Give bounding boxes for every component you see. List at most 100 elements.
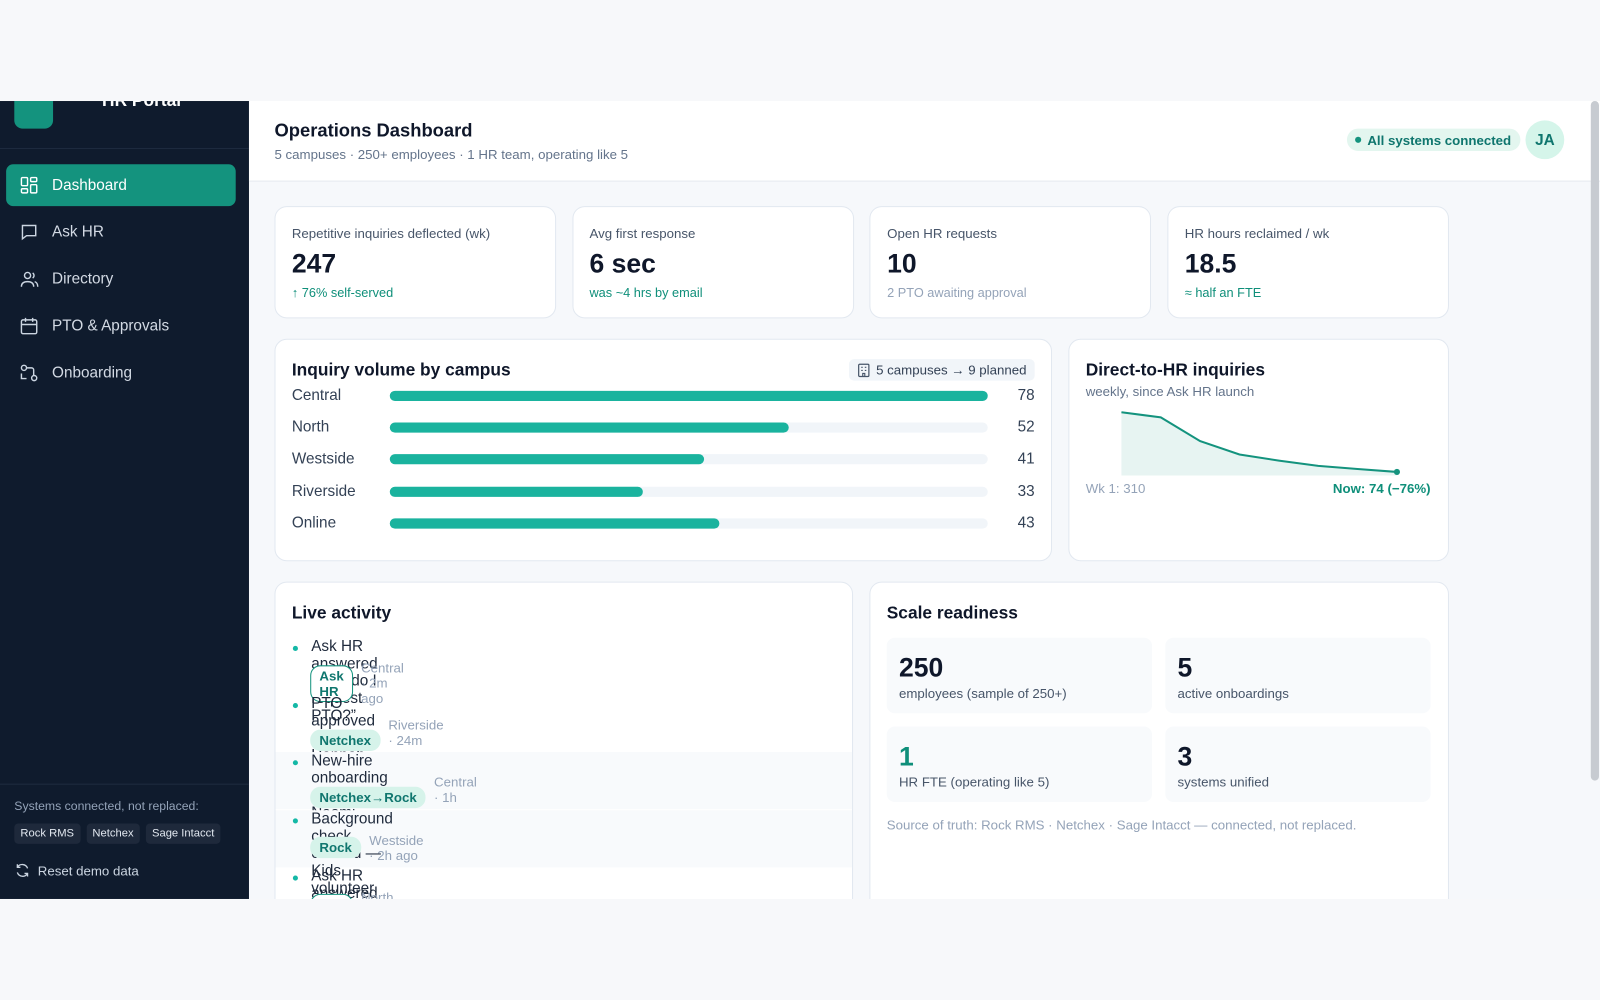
activity-item[interactable]: PTO approved — Hannah ReyesNetchexRivers… bbox=[276, 695, 853, 782]
bar-label: Central bbox=[291, 386, 342, 405]
nav-item[interactable]: Directory bbox=[6, 258, 236, 300]
footnote: Source of truth: Rock RMS · Netchex · Sa… bbox=[886, 817, 1357, 833]
nav-icon bbox=[20, 364, 38, 382]
systems-list: Rock RMS Netchex Sage Intacct bbox=[14, 823, 226, 844]
bar-label: Online bbox=[291, 514, 337, 532]
activity-meta-row: Ask HR Central · 2m ago bbox=[310, 660, 404, 706]
badge: 5 campuses → 9 planned bbox=[848, 359, 1035, 381]
status-text: All systems connected bbox=[1367, 132, 1512, 148]
nav-icon bbox=[20, 176, 38, 194]
bar-value: 52 bbox=[1017, 418, 1035, 436]
kpi-value: 18.5 bbox=[1184, 247, 1237, 279]
bar-label: Riverside bbox=[291, 482, 356, 500]
nav-label: PTO & Approvals bbox=[52, 317, 170, 335]
card-subtitle: weekly, since Ask HR launch bbox=[1085, 383, 1255, 399]
card-title: Live activity bbox=[291, 603, 392, 623]
nav-item[interactable]: Onboarding bbox=[6, 352, 236, 394]
stat-value: 3 bbox=[1177, 740, 1193, 772]
bar-value: 33 bbox=[1017, 482, 1035, 500]
bar-track bbox=[389, 518, 988, 529]
bar-track bbox=[389, 454, 988, 465]
nav-item[interactable]: Dashboard bbox=[6, 164, 236, 207]
card-title: Direct-to-HR inquiries bbox=[1085, 360, 1265, 380]
nav-icon bbox=[20, 317, 38, 335]
scrollbar[interactable] bbox=[1590, 101, 1599, 781]
kpi-card: Avg first response 6 sec was ~4 hrs by ema… bbox=[572, 206, 854, 319]
bar-value: 41 bbox=[1017, 450, 1035, 468]
brand: HR Portal bbox=[102, 101, 181, 111]
kpi-label: HR hours reclaimed / wk bbox=[1184, 225, 1330, 241]
system-chip: Rock RMS bbox=[14, 823, 81, 844]
stat-tile: 3 systems unified bbox=[1165, 726, 1431, 803]
activity-meta: Central · 2m ago bbox=[361, 660, 404, 707]
stat-tile: 1 HR FTE (operating like 5) bbox=[886, 726, 1153, 803]
kpi-card: Repetitive inquiries deflected (wk) 247 ↑ … bbox=[274, 206, 557, 319]
activity-dot bbox=[292, 760, 298, 766]
avatar[interactable]: JA bbox=[1525, 120, 1565, 160]
nav-label: Onboarding bbox=[52, 364, 133, 382]
logo bbox=[14, 101, 54, 129]
reset-icon bbox=[16, 863, 29, 877]
stat-tile: 250 employees (sample of 250+) bbox=[886, 637, 1153, 714]
kpi-note: was ~4 hrs by email bbox=[589, 285, 703, 300]
page-subtitle: 5 campuses · 250+ employees · 1 HR team,… bbox=[274, 146, 629, 163]
stat-label: active onboardings bbox=[1177, 685, 1289, 702]
activity-item[interactable]: Ask HR answered “When is payday?”Ask HRN… bbox=[276, 867, 853, 899]
systems-label: Systems connected, not replaced: bbox=[14, 798, 199, 814]
activity-item[interactable]: Background check cleared — Kids voluntee… bbox=[275, 809, 853, 897]
status-pill: All systems connected bbox=[1346, 128, 1521, 152]
activity-meta: North · 3h ago bbox=[361, 889, 394, 899]
divider bbox=[0, 147, 249, 149]
activity-item[interactable]: New-hire onboarding started — Naomi Wals… bbox=[275, 752, 853, 839]
sidebar: HR Portal Dashboard Ask HR Directory PTO & … bbox=[0, 101, 249, 899]
bar bbox=[389, 454, 705, 465]
kpi-card: HR hours reclaimed / wk 18.5 ≈ half an FTE bbox=[1167, 206, 1450, 319]
nav-label: Ask HR bbox=[52, 223, 104, 241]
bar bbox=[389, 422, 789, 433]
kpi-note: ↑ 76% self-served bbox=[291, 285, 394, 300]
stat-value: 250 bbox=[898, 652, 944, 683]
kpi-label: Open HR requests bbox=[887, 225, 997, 241]
source-tag: Netchex→Rock bbox=[310, 787, 426, 809]
kpi-label: Repetitive inquiries deflected (wk) bbox=[291, 225, 491, 241]
kpi-value: 10 bbox=[887, 247, 917, 279]
trend-area bbox=[1121, 412, 1397, 476]
kpi-note: 2 PTO awaiting approval bbox=[887, 285, 1027, 300]
nav-label: Dashboard bbox=[52, 176, 127, 194]
system-chip: Sage Intacct bbox=[145, 823, 221, 844]
nav-icon bbox=[21, 224, 37, 241]
trend-card: Direct-to-HR inquiries weekly, since Ask… bbox=[1068, 338, 1449, 562]
activity-dot bbox=[292, 703, 298, 709]
source-tag: Rock bbox=[310, 836, 362, 859]
campus-card: Inquiry volume by campus 5 campuses → 9 … bbox=[274, 338, 1053, 562]
reset-label: Reset demo data bbox=[37, 862, 139, 879]
system-chip: Netchex bbox=[86, 823, 140, 844]
bar-track bbox=[389, 422, 988, 433]
activity-dot bbox=[292, 817, 298, 824]
app-window: HR Portal Dashboard Ask HR Directory PTO & … bbox=[0, 101, 1600, 899]
activity-meta: Westside · 2h ago bbox=[369, 832, 424, 863]
activity-card: Live activity Ask HR answered “How do I … bbox=[274, 581, 854, 899]
badge-text: 5 campuses → 9 planned bbox=[876, 362, 1027, 378]
activity-meta-row: Rock Westside · 2h ago bbox=[310, 832, 423, 863]
card-title: Scale readiness bbox=[886, 603, 1018, 623]
stat-tile: 5 active onboardings bbox=[1165, 637, 1431, 714]
reset-button[interactable]: Reset demo data bbox=[14, 862, 139, 878]
end-label: Now: 74 (−76%) bbox=[1332, 480, 1431, 496]
nav-label: Directory bbox=[52, 270, 114, 288]
divider bbox=[0, 783, 249, 785]
activity-item[interactable]: Ask HR answered “How do I request PTO?”A… bbox=[276, 638, 853, 724]
nav-item[interactable]: Ask HR bbox=[6, 211, 236, 253]
page-title: Operations Dashboard bbox=[274, 120, 473, 141]
bar-label: North bbox=[291, 418, 330, 436]
kpi-note: ≈ half an FTE bbox=[1184, 285, 1262, 300]
trend-end-dot bbox=[1393, 468, 1400, 476]
nav-icon bbox=[20, 271, 39, 287]
nav-item[interactable]: PTO & Approvals bbox=[6, 305, 236, 347]
bar-track bbox=[389, 486, 988, 497]
bar bbox=[389, 518, 720, 529]
